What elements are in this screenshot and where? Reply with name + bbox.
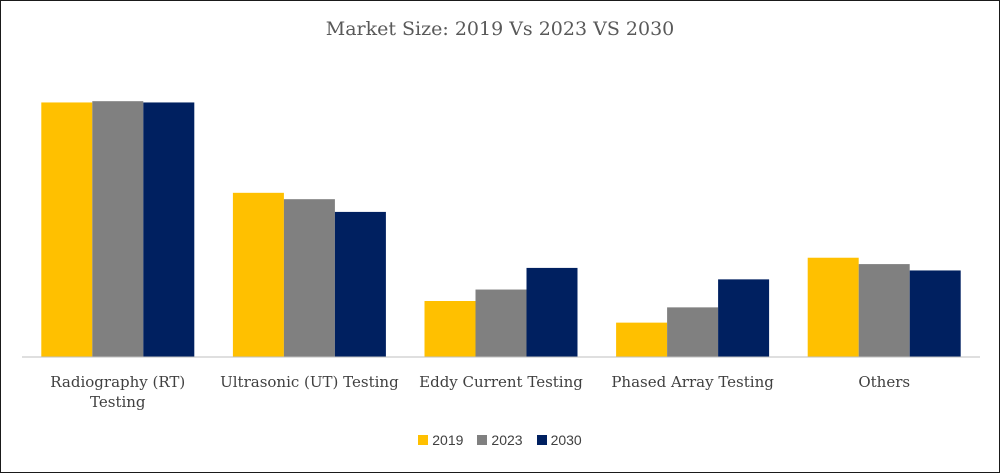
bar-2023-cat-1 [283,199,335,357]
category-label-3: Phased Array Testing [611,373,774,391]
bars-group [41,101,961,357]
bar-2030-cat-1 [334,211,386,357]
legend-item-2030: 2030 [536,432,582,448]
bar-2023-cat-2 [475,289,527,357]
legend-label: 2023 [491,432,523,448]
legend-swatch [536,435,547,445]
category-label-2: Eddy Current Testing [419,373,583,391]
legend-swatch [477,435,488,445]
legend-swatch [418,435,429,445]
legend-label: 2030 [550,432,582,448]
legend-label: 2019 [432,432,464,448]
bar-2030-cat-2 [526,267,578,357]
category-labels: Radiography (RT) Testing Ultrasonic (UT) T… [50,373,910,411]
bar-2019-cat-1 [232,192,284,357]
legend-item-2019: 2019 [418,432,463,448]
legend-item-2023: 2023 [477,432,523,448]
bar-2019-cat-2 [424,301,476,357]
bar-2019-cat-3 [616,322,668,357]
bar-2023-cat-0 [92,101,144,357]
category-label-1: Ultrasonic (UT) Testing [220,373,399,391]
category-label-4: Others [858,373,910,391]
bar-2019-cat-4 [807,257,859,357]
category-label-0: Radiography (RT) Testing [50,373,185,411]
chart-title: Market Size: 2019 Vs 2023 VS 2030 [325,18,675,40]
bar-2030-cat-4 [909,270,961,357]
bar-2019-cat-0 [41,102,93,357]
bar-2030-cat-0 [143,102,195,357]
bar-2030-cat-3 [718,279,770,357]
bar-2023-cat-4 [858,264,910,357]
legend: 2019 2023 2030 [0,432,1000,448]
bar-2023-cat-3 [667,307,719,357]
